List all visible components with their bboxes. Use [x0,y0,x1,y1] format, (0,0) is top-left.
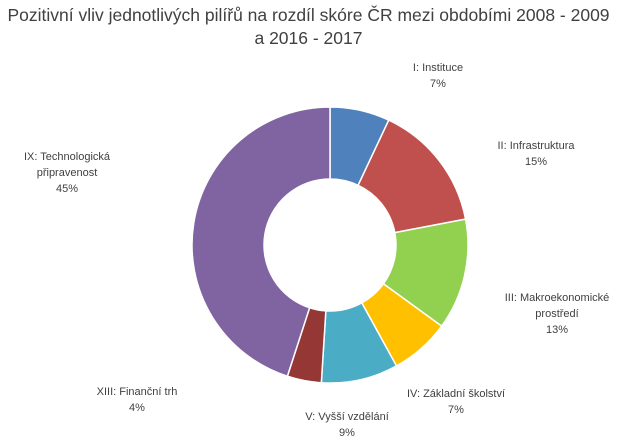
data-label: IV: Základní školství 7% [407,386,505,418]
data-label-name: prostředí [535,308,579,320]
data-label: III: Makroekonomické prostředí 13% [505,290,610,338]
data-label: XIII: Finanční trh 4% [97,384,178,416]
data-label: V: Vyšší vzdělání 9% [305,409,389,441]
data-label: II: Infrastruktura 15% [497,138,574,170]
data-label-value: 9% [339,427,355,439]
data-label-value: 15% [524,156,548,168]
data-label-name: III: Makroekonomické [504,292,610,304]
data-label-value: 45% [55,183,79,195]
donut-slice-7 [191,106,331,378]
chart-title: Pozitivní vliv jednotlivých pilířů na ro… [0,4,617,50]
data-label: IX: Technologická připravenost 45% [24,149,110,197]
data-label-value: 13% [545,324,569,336]
chart-title-line2: a 2016 - 2017 [254,28,363,48]
data-label-name: V: Vyšší vzdělání [305,411,389,423]
data-label-name: I: Instituce [412,62,464,74]
chart-title-line1: Pozitivní vliv jednotlivých pilířů na ro… [7,5,610,25]
data-label-name: IX: Technologická [23,151,111,163]
data-label-name: připravenost [36,167,98,179]
data-label-value: 7% [448,404,464,416]
data-label-name: II: Infrastruktura [497,140,575,152]
data-label-name: IV: Základní školství [406,388,506,400]
data-label-value: 7% [430,78,446,90]
data-label-name: XIII: Finanční trh [96,386,178,398]
data-label: I: Instituce 7% [413,60,463,92]
data-label-value: 4% [129,402,145,414]
